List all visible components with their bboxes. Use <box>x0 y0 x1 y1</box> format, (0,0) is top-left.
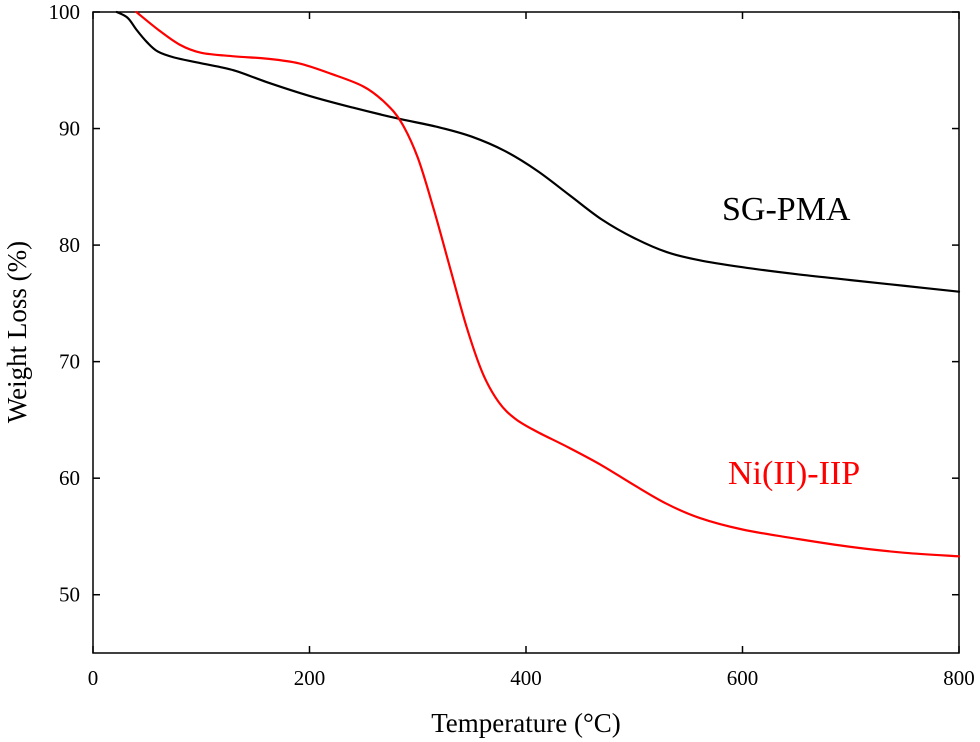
x-tick-label: 0 <box>88 666 99 690</box>
y-axis-title: Weight Loss (%) <box>2 241 32 423</box>
series-line-sg-pma <box>115 10 961 293</box>
x-tick-label: 400 <box>510 666 542 690</box>
series-lines <box>115 10 961 558</box>
x-tick-label: 200 <box>294 666 326 690</box>
y-tick-label: 70 <box>59 350 80 374</box>
series-label-sg-pma: SG-PMA <box>722 191 851 228</box>
series-line-ni-ii-iip <box>135 10 961 558</box>
plot-frame <box>92 11 960 654</box>
y-tick-label: 90 <box>59 117 80 141</box>
x-axis-title: Temperature (°C) <box>431 708 621 738</box>
y-tick-label: 80 <box>59 233 80 257</box>
x-tick-label: 600 <box>727 666 759 690</box>
y-tick-label: 100 <box>49 0 81 24</box>
x-tick-label: 800 <box>943 666 975 690</box>
y-tick-label: 50 <box>59 583 80 607</box>
series-label-ni-iip: Ni(II)-IIP <box>728 455 860 492</box>
axis-tick-labels: 0 200 400 600 800 50 60 70 80 90 100 <box>49 0 975 690</box>
y-tick-label: 60 <box>59 466 80 490</box>
axis-ticks <box>92 11 960 653</box>
